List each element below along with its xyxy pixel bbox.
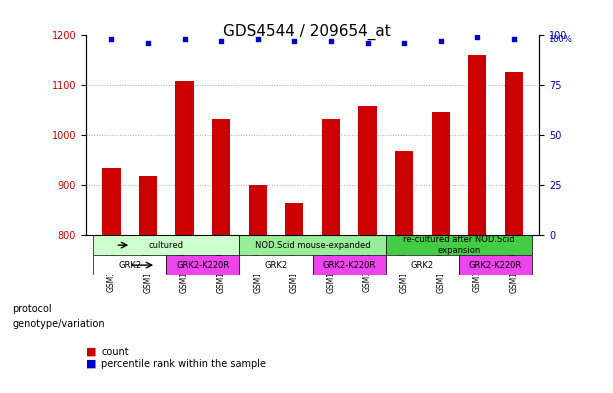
Text: 100%: 100% bbox=[549, 35, 573, 44]
Text: GRK2-K220R: GRK2-K220R bbox=[177, 261, 229, 270]
FancyBboxPatch shape bbox=[166, 255, 240, 275]
Point bbox=[216, 38, 226, 44]
Text: percentile rank within the sample: percentile rank within the sample bbox=[101, 358, 266, 369]
Text: protocol: protocol bbox=[12, 303, 52, 314]
Bar bbox=[468, 55, 486, 393]
Bar bbox=[102, 168, 121, 393]
FancyBboxPatch shape bbox=[240, 235, 386, 255]
Bar bbox=[212, 119, 230, 393]
Text: NOD.Scid mouse-expanded: NOD.Scid mouse-expanded bbox=[255, 241, 370, 250]
Text: count: count bbox=[101, 347, 129, 357]
FancyBboxPatch shape bbox=[313, 255, 386, 275]
Point bbox=[326, 38, 336, 44]
Text: GRK2: GRK2 bbox=[411, 261, 434, 270]
Text: re-cultured after NOD.Scid
expansion: re-cultured after NOD.Scid expansion bbox=[403, 235, 515, 255]
Bar bbox=[249, 185, 267, 393]
Text: GRK2-K220R: GRK2-K220R bbox=[322, 261, 376, 270]
Point bbox=[180, 36, 189, 42]
Text: ■: ■ bbox=[86, 358, 96, 369]
Text: GRK2: GRK2 bbox=[264, 261, 287, 270]
Point bbox=[473, 34, 482, 40]
Bar bbox=[432, 112, 450, 393]
Bar bbox=[175, 81, 194, 393]
Bar bbox=[504, 72, 523, 393]
FancyBboxPatch shape bbox=[386, 255, 459, 275]
Point bbox=[399, 40, 409, 46]
FancyBboxPatch shape bbox=[459, 255, 532, 275]
Bar bbox=[139, 176, 157, 393]
Point bbox=[289, 38, 299, 44]
Bar bbox=[285, 203, 303, 393]
Text: cultured: cultured bbox=[149, 241, 184, 250]
Point bbox=[363, 40, 373, 46]
Point bbox=[107, 36, 116, 42]
FancyBboxPatch shape bbox=[93, 235, 240, 255]
FancyBboxPatch shape bbox=[386, 235, 532, 255]
Text: ■: ■ bbox=[86, 347, 96, 357]
Point bbox=[509, 36, 519, 42]
FancyBboxPatch shape bbox=[93, 255, 166, 275]
Text: GRK2: GRK2 bbox=[118, 261, 141, 270]
Bar bbox=[322, 119, 340, 393]
Text: genotype/variation: genotype/variation bbox=[12, 319, 105, 329]
Point bbox=[436, 38, 446, 44]
Point bbox=[253, 36, 262, 42]
Text: GDS4544 / 209654_at: GDS4544 / 209654_at bbox=[223, 24, 390, 40]
Bar bbox=[359, 106, 376, 393]
Text: GRK2-K220R: GRK2-K220R bbox=[469, 261, 522, 270]
Bar bbox=[395, 151, 413, 393]
Point bbox=[143, 40, 153, 46]
FancyBboxPatch shape bbox=[240, 255, 313, 275]
